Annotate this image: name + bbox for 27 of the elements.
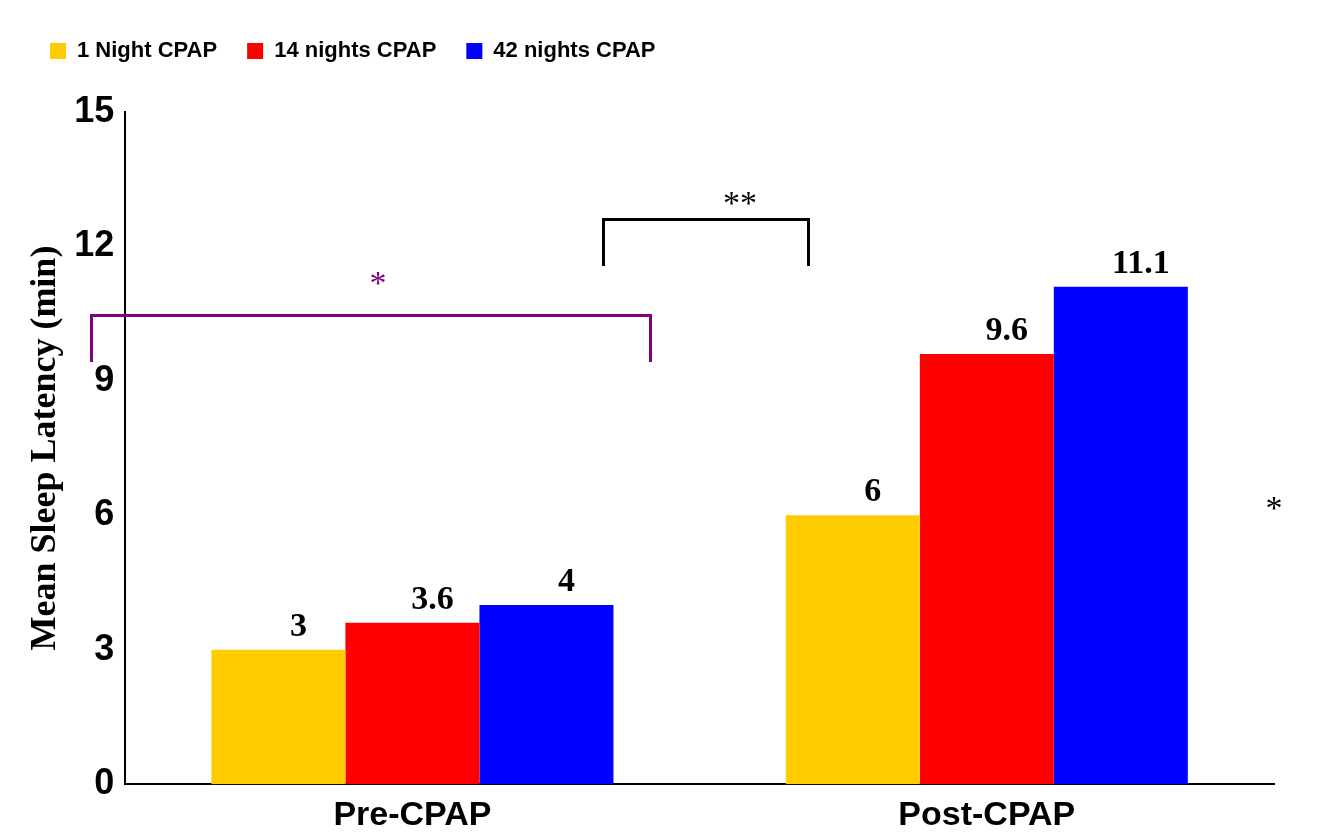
data-label: 9.6 [985,309,1029,347]
bar [211,649,346,785]
y-axis-title: Mean Sleep Latency (min) [22,245,63,651]
bar [785,515,920,785]
annotation: * [369,263,387,301]
data-label: 11.1 [1112,242,1170,280]
data-label: 6 [864,471,882,509]
x-tick-label: Pre-CPAP [333,793,492,832]
y-tick-label: 6 [94,492,115,534]
y-tick-label: 12 [74,223,115,265]
data-label: 3 [289,605,307,643]
bar [479,604,614,785]
annotation: ** [723,183,757,221]
data-label: 4 [557,560,575,598]
x-tick-label: Post-CPAP [898,793,1076,832]
y-tick-label: 0 [94,761,115,803]
annotation: * [1265,488,1283,526]
legend-label: 1 Night CPAP [77,37,218,63]
y-tick-label: 15 [74,88,115,130]
legend-label: 42 nights CPAP [493,37,656,63]
legend-label: 14 nights CPAP [274,37,437,63]
bar [345,622,480,785]
y-tick-label: 3 [94,626,115,668]
y-tick-label: 9 [94,357,115,399]
bar [919,353,1054,785]
bar [1053,286,1188,785]
data-label: 3.6 [411,578,454,616]
